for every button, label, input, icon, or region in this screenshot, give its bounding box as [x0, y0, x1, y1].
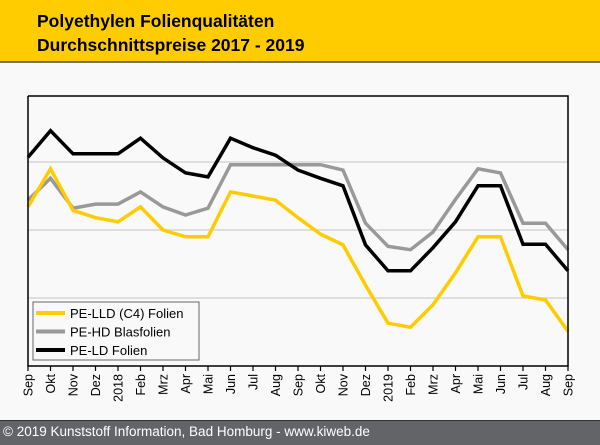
x-tick-label: Jun [224, 374, 238, 394]
x-tick-label: Dez [89, 374, 103, 396]
copyright-text: © 2019 Kunststoff Information, Bad Hombu… [3, 424, 370, 439]
x-axis-ticks: Sep Okt Nov Dez 2018 Feb Mrz Apr Mai Jun Jul Aug Sep… [22, 366, 576, 402]
x-tick-label: Nov [67, 373, 81, 396]
x-tick-label: Mrz [427, 374, 441, 395]
x-tick-label: Apr [179, 374, 193, 393]
x-tick-label: Okt [44, 373, 58, 393]
x-tick-label: Mrz [157, 374, 171, 395]
chart-title: Polyethylen Folienqualitäten [37, 11, 275, 31]
x-tick-label: Feb [404, 374, 418, 396]
series-line-1 [26, 162, 570, 252]
x-tick-label: Feb [134, 374, 148, 396]
legend-label: PE-LLD (C4) Folien [70, 306, 183, 321]
x-tick-label: Nov [337, 373, 351, 396]
x-tick-label: Jul [517, 374, 531, 390]
legend-label: PE-HD Blasfolien [70, 325, 170, 340]
footer: © 2019 Kunststoff Information, Bad Hombu… [0, 420, 600, 445]
x-tick-label: Apr [449, 374, 463, 393]
gridlines [28, 161, 568, 299]
x-tick-label: Sep [562, 374, 576, 396]
x-tick-label: 2019 [382, 374, 396, 402]
legend: PE-LLD (C4) Folien PE-HD Blasfolien PE-LD … [32, 301, 200, 361]
x-tick-label: Okt [314, 373, 328, 393]
series-line-2 [26, 128, 570, 273]
series-lines [26, 128, 570, 333]
x-tick-label: Sep [292, 374, 306, 396]
x-tick-label: Aug [269, 374, 283, 396]
x-tick-label: Aug [539, 374, 553, 396]
series-line-0 [26, 165, 570, 333]
x-tick-label: Mai [202, 374, 216, 394]
x-tick-label: Jun [494, 374, 508, 394]
legend-label: PE-LD Folien [70, 343, 147, 358]
header-banner: Polyethylen Folienqualitäten Durchschnit… [0, 0, 600, 63]
x-tick-label: Sep [22, 374, 36, 396]
x-tick-label: Jul [247, 374, 261, 390]
x-tick-label: Mai [472, 374, 486, 394]
x-tick-label: Dez [359, 374, 373, 396]
x-tick-label: 2018 [112, 374, 126, 402]
chart-subtitle: Durchschnittspreise 2017 - 2019 [37, 35, 305, 55]
